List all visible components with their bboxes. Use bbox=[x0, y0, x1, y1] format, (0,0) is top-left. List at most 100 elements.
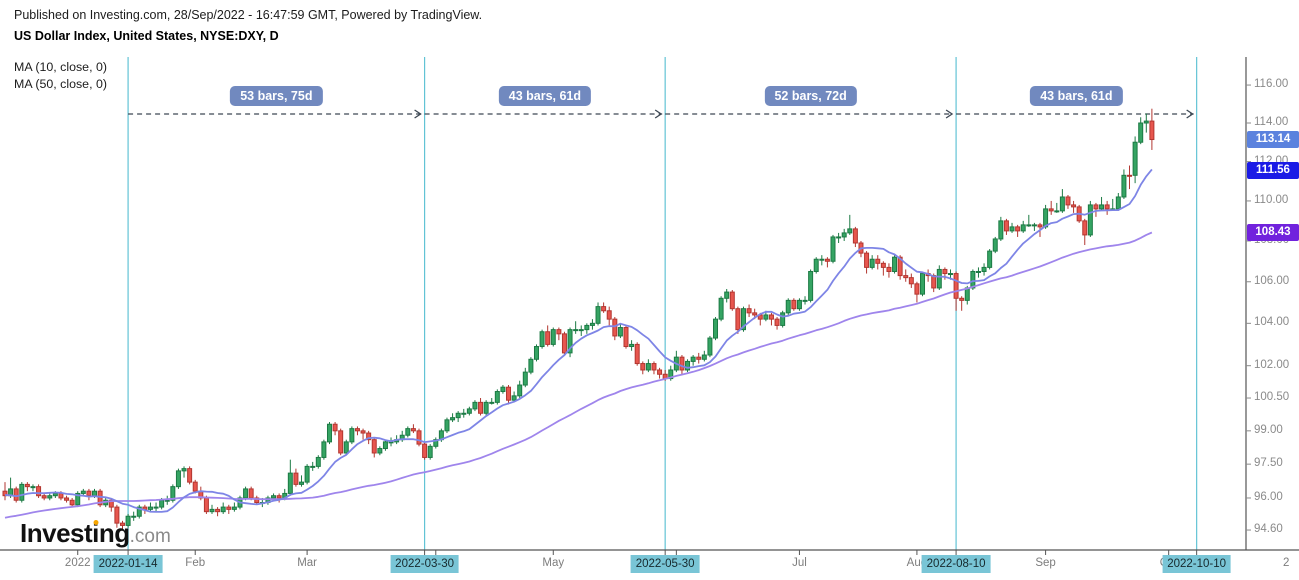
candle-body bbox=[321, 441, 327, 458]
candle-body bbox=[1031, 224, 1037, 227]
candle-body bbox=[556, 329, 562, 335]
candle-body bbox=[455, 412, 461, 419]
candle-body bbox=[1121, 174, 1127, 198]
candle-body bbox=[36, 486, 42, 497]
candle-body bbox=[410, 428, 416, 432]
candle-body bbox=[869, 258, 875, 268]
candle-body bbox=[461, 412, 467, 415]
candle-body bbox=[164, 499, 170, 502]
candle-body bbox=[550, 329, 556, 345]
candle-body bbox=[147, 506, 153, 510]
logo-brand-head: Invest bbox=[20, 518, 93, 548]
candle-body bbox=[136, 506, 142, 517]
candle-body bbox=[1003, 220, 1009, 232]
candle-body bbox=[483, 401, 489, 414]
candle-body bbox=[97, 490, 103, 506]
date-badge: 2022-01-14 bbox=[93, 555, 163, 573]
candle-body bbox=[819, 258, 825, 261]
candle-body bbox=[478, 401, 484, 414]
candle-body bbox=[47, 495, 53, 499]
candle-body bbox=[668, 369, 674, 380]
candle-body bbox=[931, 275, 937, 289]
price-badge-ma50-price: 108.43 bbox=[1247, 223, 1299, 241]
candle-body bbox=[332, 423, 338, 432]
candle-body bbox=[92, 490, 98, 497]
candle-body bbox=[254, 497, 260, 504]
candle-body bbox=[450, 417, 456, 421]
candle-body bbox=[718, 297, 724, 320]
candle-body bbox=[785, 299, 791, 314]
candle-body bbox=[763, 314, 769, 320]
candle-body bbox=[13, 488, 19, 501]
candle-body bbox=[707, 337, 713, 356]
candle-body bbox=[494, 391, 500, 403]
price-axis-label: 114.00 bbox=[1254, 116, 1289, 128]
candle-body bbox=[992, 238, 998, 252]
candle-body bbox=[1059, 196, 1065, 212]
candle-body bbox=[651, 363, 657, 371]
candle-body bbox=[601, 306, 607, 312]
candle-body bbox=[791, 299, 797, 310]
candle-body bbox=[248, 488, 254, 499]
candle-body bbox=[975, 270, 981, 273]
candle-body bbox=[243, 488, 249, 499]
candle-body bbox=[299, 481, 305, 485]
candle-body bbox=[1138, 122, 1144, 143]
candle-body bbox=[86, 490, 92, 497]
measure-badge: 52 bars, 72d bbox=[764, 86, 857, 106]
candle-body bbox=[920, 273, 926, 295]
logo-suffix: .com bbox=[129, 526, 171, 547]
candle-body bbox=[1082, 220, 1088, 236]
candle-body bbox=[500, 386, 506, 393]
candle-body bbox=[1115, 196, 1121, 210]
candle-body bbox=[998, 220, 1004, 240]
candle-body bbox=[1143, 120, 1149, 124]
candle-body bbox=[69, 499, 75, 506]
time-axis-label: Jul bbox=[792, 557, 807, 569]
candle-body bbox=[1104, 204, 1110, 210]
candle-body bbox=[970, 270, 976, 289]
ma50-legend: MA (50, close, 0) bbox=[14, 77, 107, 91]
price-axis-label: 110.00 bbox=[1254, 193, 1289, 206]
candle-body bbox=[159, 499, 165, 508]
candle-body bbox=[947, 273, 953, 276]
candle-body bbox=[735, 308, 741, 331]
candle-body bbox=[52, 492, 58, 497]
candle-body bbox=[897, 256, 903, 277]
candle-body bbox=[338, 430, 344, 454]
candle-body bbox=[1127, 174, 1133, 177]
candle-body bbox=[886, 266, 892, 272]
candle-body bbox=[1048, 208, 1054, 212]
candle-body bbox=[326, 423, 332, 443]
candle-body bbox=[752, 312, 758, 316]
time-axis-label: 2022 bbox=[64, 557, 91, 569]
candle-body bbox=[606, 310, 612, 320]
candle-body bbox=[153, 506, 159, 509]
candle-body bbox=[539, 331, 545, 348]
candle-body bbox=[472, 401, 478, 410]
candle-body bbox=[360, 430, 366, 434]
candle-body bbox=[545, 331, 551, 345]
candle-body bbox=[942, 268, 948, 275]
measure-arrowhead-icon bbox=[945, 109, 954, 119]
candle-body bbox=[561, 333, 567, 354]
candle-body bbox=[192, 481, 198, 492]
date-badge: 2022-03-30 bbox=[390, 555, 460, 573]
candle-body bbox=[612, 318, 618, 337]
candle-body bbox=[1043, 208, 1049, 228]
time-axis-label: Feb bbox=[185, 557, 206, 569]
candle-body bbox=[209, 508, 215, 513]
candle-body bbox=[740, 308, 746, 331]
candle-body bbox=[1020, 224, 1026, 232]
candle-body bbox=[802, 299, 808, 302]
candle-body bbox=[679, 356, 685, 371]
candle-body bbox=[701, 354, 707, 360]
candle-body bbox=[75, 492, 81, 506]
candle-body bbox=[796, 299, 802, 310]
candle-body bbox=[880, 262, 886, 268]
candle-body bbox=[696, 356, 702, 360]
time-axis-label: 2 bbox=[1282, 557, 1290, 569]
date-badge: 2022-10-10 bbox=[1162, 555, 1232, 573]
candle-body bbox=[187, 468, 193, 483]
